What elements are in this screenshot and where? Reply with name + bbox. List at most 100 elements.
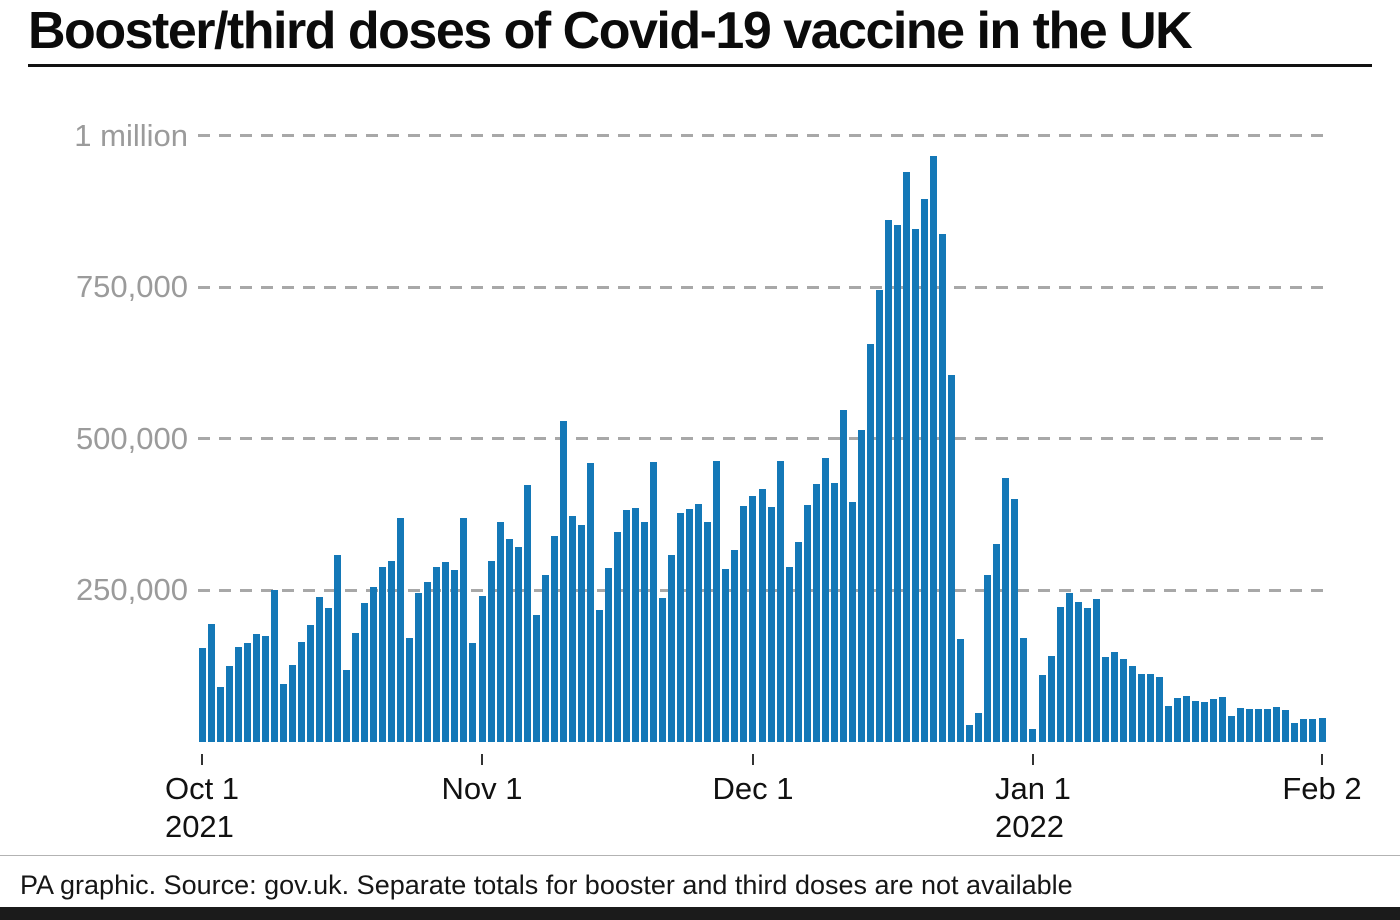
bar — [198, 648, 206, 742]
gridline — [198, 437, 1332, 441]
bar — [1128, 665, 1136, 742]
bar — [243, 642, 251, 742]
x-axis-label: Jan 1 2022 — [995, 771, 1071, 844]
bar — [1029, 728, 1037, 742]
bar — [821, 457, 829, 742]
bar — [1219, 697, 1227, 742]
bar — [361, 603, 369, 742]
bar — [1228, 715, 1236, 742]
bar — [207, 623, 215, 742]
bar — [1038, 674, 1046, 742]
bar — [1011, 499, 1019, 742]
bar — [568, 516, 576, 742]
y-axis-label: 750,000 — [75, 269, 188, 305]
bar — [442, 561, 450, 742]
bar — [379, 567, 387, 742]
bar — [397, 518, 405, 742]
bar — [668, 555, 676, 742]
x-axis-tick — [201, 754, 203, 765]
title-rule — [28, 64, 1372, 67]
bar — [415, 593, 423, 742]
bar — [695, 503, 703, 742]
bar — [1137, 674, 1145, 742]
bar — [722, 569, 730, 742]
bar — [1092, 598, 1100, 742]
bar — [939, 234, 947, 742]
bar — [343, 670, 351, 742]
bar — [541, 574, 549, 742]
bar — [270, 589, 278, 742]
bar — [1110, 651, 1118, 742]
bar — [1192, 701, 1200, 742]
bar — [406, 638, 414, 742]
bar — [550, 536, 558, 742]
y-axis-label: 1 million — [74, 117, 188, 153]
bar — [433, 567, 441, 742]
bar — [1065, 593, 1073, 742]
bar — [749, 495, 757, 742]
bar — [677, 512, 685, 742]
bar — [225, 666, 233, 742]
bar — [984, 575, 992, 742]
bar — [532, 615, 540, 742]
bar — [1173, 698, 1181, 742]
bar — [866, 344, 874, 742]
bar — [234, 647, 242, 742]
bar — [1210, 698, 1218, 742]
bar — [731, 549, 739, 742]
chart-title: Booster/third doses of Covid-19 vaccine … — [28, 2, 1193, 60]
bar — [451, 569, 459, 742]
bar — [632, 507, 640, 742]
x-axis-tick — [1031, 754, 1034, 765]
bar — [586, 463, 594, 742]
bar — [1020, 638, 1028, 742]
y-axis-label: 250,000 — [75, 572, 188, 608]
bar — [930, 156, 938, 742]
bar — [559, 420, 567, 742]
x-axis-label: Oct 1 2021 — [164, 771, 240, 844]
bar — [424, 581, 432, 742]
y-axis-label: 500,000 — [75, 420, 188, 456]
bar — [1318, 718, 1326, 742]
bar — [460, 518, 468, 742]
bar — [288, 664, 296, 742]
bar — [1309, 718, 1317, 742]
bar — [261, 636, 269, 742]
bar — [514, 547, 522, 742]
bar — [812, 484, 820, 742]
bar — [595, 610, 603, 742]
bar — [333, 555, 341, 742]
bar — [767, 506, 775, 742]
bar — [713, 460, 721, 742]
x-axis-tick — [481, 754, 483, 765]
bar — [1164, 705, 1172, 742]
bar — [875, 290, 883, 742]
x-axis-tick — [1321, 754, 1323, 765]
bar — [893, 225, 901, 742]
gridline — [198, 134, 1332, 138]
bar — [993, 544, 1001, 742]
bar — [948, 375, 956, 742]
bar — [352, 633, 360, 742]
bar — [848, 501, 856, 742]
bar — [1047, 656, 1055, 742]
bar — [623, 509, 631, 742]
bar — [1146, 674, 1154, 742]
bar — [315, 597, 323, 742]
x-axis-label: Feb 2 — [1282, 771, 1362, 806]
bar — [505, 538, 513, 742]
bar — [830, 483, 838, 742]
bar — [297, 641, 305, 742]
bar — [957, 638, 965, 742]
bar — [1282, 709, 1290, 742]
bar — [794, 541, 802, 742]
bar — [1255, 708, 1263, 742]
bar — [604, 567, 612, 742]
bar — [469, 643, 477, 742]
bar — [1246, 709, 1254, 742]
bar — [216, 687, 224, 742]
bar — [478, 596, 486, 742]
bar — [1155, 677, 1163, 742]
bar — [1119, 658, 1127, 742]
bar — [1101, 657, 1109, 742]
